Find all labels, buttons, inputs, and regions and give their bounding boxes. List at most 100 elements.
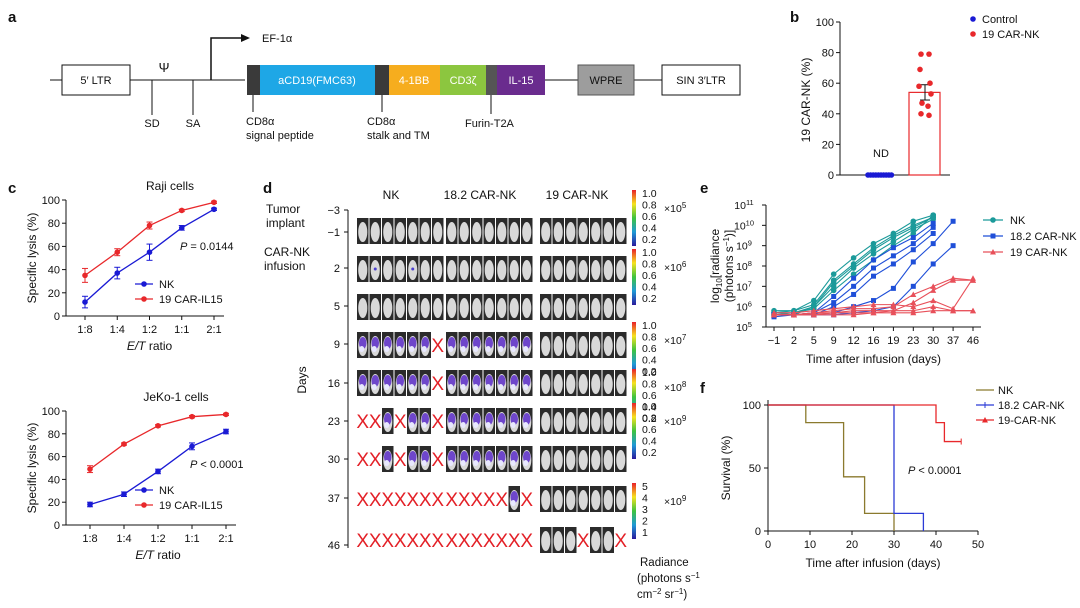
bioluminescence-signal (421, 413, 429, 425)
bioluminescence-signal (384, 375, 392, 387)
legend-marker (990, 233, 996, 239)
data-point-19car (918, 111, 924, 117)
y-tick-label: 20 (822, 139, 834, 151)
x-tick-label: −1 (768, 335, 781, 347)
bioluminescence-hotspot (510, 346, 516, 352)
scale-unit: ×108 (664, 380, 687, 394)
scale-tick-label: 0.8 (642, 332, 657, 344)
bar-19car (908, 91, 941, 176)
mouse-body (541, 412, 551, 432)
death-mark: X (458, 490, 471, 511)
bioluminescence-signal (448, 413, 456, 425)
data-point (910, 241, 916, 247)
mouse-body (459, 298, 469, 318)
panel-c1-chart: 0 20 40 60 80 100 1:8 1:4 1:2 1:1 2:1 Raji cells E/T… (25, 179, 234, 353)
bioluminescence-hotspot (421, 384, 427, 390)
mouse-body (420, 222, 430, 242)
bioluminescence-hotspot (460, 346, 466, 352)
scale-tick-label: 0.4 (642, 402, 657, 414)
legend-marker (970, 31, 976, 37)
mouse-body (447, 298, 457, 318)
segment-cd3z-label: CD3ζ (450, 75, 477, 87)
panel-label-f: f (700, 380, 706, 397)
mouse-body (395, 298, 405, 318)
data-point (851, 291, 857, 297)
bioluminescence-hotspot (460, 460, 466, 466)
death-mark: X (431, 336, 444, 357)
radiance-units-2: cm−2 sr−1) (637, 587, 687, 601)
data-point (830, 279, 837, 286)
scale-tick-label: 4 (642, 493, 648, 505)
promoter-arrow (210, 37, 243, 80)
scale-tick-label: 0.8 (642, 259, 657, 271)
death-mark: X (508, 531, 521, 552)
x-axis-label: Time after infusion (days) (806, 556, 941, 570)
data-point (890, 303, 897, 310)
scale-tick-label: 2 (642, 516, 648, 528)
mouse-body (472, 298, 482, 318)
segment-41bb-label: 4-1BB (399, 75, 430, 87)
bioluminescence-hotspot (409, 384, 415, 390)
scale-unit: ×106 (664, 260, 687, 274)
bioluminescence-hotspot (485, 384, 491, 390)
data-point-19car (919, 100, 925, 106)
y-axis-label: Survival (%) (719, 436, 733, 501)
y-tick-label: 40 (48, 265, 60, 277)
bioluminescence-hotspot (421, 422, 427, 428)
x-tick-label: 46 (967, 335, 979, 347)
scale-tick-label: 1.0 (642, 188, 657, 200)
mouse-body (591, 490, 601, 510)
x-tick-label: 2:1 (218, 533, 233, 545)
mouse-body (541, 450, 551, 470)
mouse-body (578, 490, 588, 510)
legend-marker (982, 417, 988, 423)
mouse-body (541, 531, 551, 551)
mouse-body (395, 260, 405, 280)
mouse-body (566, 531, 576, 551)
y-tick-label: 60 (822, 78, 834, 90)
day-tick-label: 5 (334, 301, 340, 313)
data-point (178, 207, 185, 214)
bioluminescence-signal (396, 375, 404, 387)
bioluminescence-signal (371, 337, 379, 349)
mouse-body (484, 298, 494, 318)
bioluminescence-hotspot (523, 346, 529, 352)
data-point (930, 230, 936, 236)
x-tick-label: 2:1 (206, 324, 221, 336)
day-tick-label: 37 (328, 493, 340, 505)
mouse-body (591, 450, 601, 470)
day-tick-label: 9 (334, 339, 340, 351)
data-point (851, 275, 857, 281)
data-point (910, 218, 917, 225)
legend-label: 19 CAR-NK (1010, 247, 1068, 259)
x-tick-label: 30 (927, 335, 939, 347)
segment-5ltr (61, 64, 131, 96)
days-label: Days (295, 366, 309, 393)
bioluminescence-signal (510, 451, 518, 463)
mouse-body (553, 531, 563, 551)
data-point (223, 411, 229, 418)
colour-scale-bar (632, 403, 636, 459)
bioluminescence-signal (384, 413, 392, 425)
data-point (930, 307, 937, 314)
bioluminescence-hotspot (448, 346, 454, 352)
mouse-body (578, 412, 588, 432)
bioluminescence-signal (460, 375, 468, 387)
data-point (871, 273, 876, 279)
data-point-19car (916, 83, 922, 90)
data-point (146, 222, 153, 229)
data-point (211, 199, 217, 206)
bioluminescence-signal (485, 413, 493, 425)
mouse-body (459, 222, 469, 242)
signal-label-2: signal peptide (246, 130, 314, 142)
data-point (950, 218, 956, 224)
y-tick-label: 0 (828, 170, 834, 182)
bioluminescence-hotspot (359, 384, 365, 390)
bioluminescence-signal (523, 337, 531, 349)
mouse-body (408, 222, 418, 242)
bioluminescence-signal (384, 451, 392, 463)
data-point (930, 303, 937, 310)
y-tick-label: 20 (48, 497, 60, 509)
x-tick-label: 30 (888, 539, 900, 551)
y-tick-label: 50 (749, 463, 761, 475)
